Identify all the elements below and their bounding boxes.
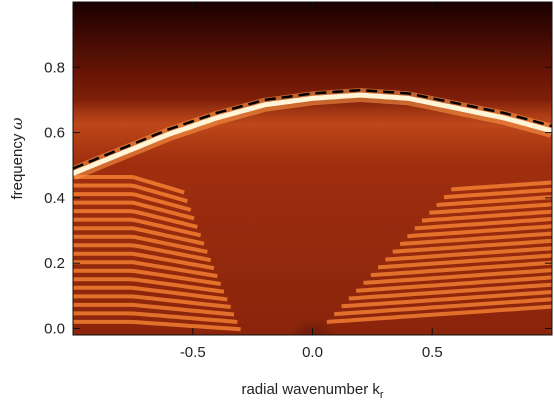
y-tick-label: 0.8 — [44, 59, 65, 76]
x-tick-label: -0.5 — [180, 344, 206, 361]
mode-stripe-left — [73, 302, 235, 317]
mode-stripe-right — [355, 275, 552, 293]
mode-stripe-right — [407, 224, 552, 239]
mode-stripe-left — [73, 234, 208, 254]
y-tick-label: 0.6 — [44, 125, 65, 142]
mode-stripe-left — [73, 251, 215, 271]
mode-stripe-right — [334, 297, 552, 317]
mode-stripe-left — [73, 294, 231, 309]
x-axis-label: radial wavenumber kr — [241, 381, 383, 401]
mode-stripe-right — [392, 238, 552, 254]
mode-stripe-right — [414, 217, 552, 231]
mode-stripe-left — [73, 311, 238, 324]
mode-stripe-right — [326, 304, 552, 324]
mode-stripe-right — [451, 180, 552, 192]
y-tick-label: 0.2 — [44, 255, 65, 272]
mode-stripe-right — [363, 268, 552, 285]
heatmap-plot — [73, 2, 552, 335]
mode-stripe-left — [73, 200, 195, 221]
dispersion-curve — [73, 88, 552, 170]
mode-stripe-right — [429, 202, 552, 215]
y-tick-label: 0.4 — [44, 190, 65, 207]
origin-notch — [283, 269, 342, 335]
mode-stripe-left — [73, 226, 205, 246]
mode-stripe-left — [73, 209, 198, 229]
mode-stripe-left — [73, 277, 225, 294]
mode-stripe-right — [370, 260, 552, 278]
mode-stripe-left — [73, 175, 185, 195]
x-tick-label: 0.0 — [302, 344, 323, 361]
heatmap-body — [73, 2, 552, 335]
mode-stripe-right — [421, 209, 552, 223]
mode-stripe-right — [399, 231, 552, 246]
x-tick-label: 0.5 — [422, 344, 443, 361]
mode-stripe-left — [73, 217, 202, 238]
mode-stripe-left — [73, 319, 241, 332]
mode-stripe-left — [73, 268, 222, 286]
mode-stripe-right — [443, 187, 552, 200]
mode-stripe-left — [73, 192, 192, 212]
y-tick-label: 0.0 — [44, 320, 65, 337]
mode-stripe-left — [73, 183, 188, 204]
axes: -0.5 0.0 0.5 0.0 0.2 0.4 0.6 0.8 — [44, 1, 553, 361]
mode-stripe-right — [377, 253, 552, 270]
ridge-core — [73, 92, 552, 176]
mode-stripe-left — [73, 243, 212, 263]
mode-stripe-right — [436, 195, 552, 207]
mode-stripe-left — [73, 260, 218, 279]
mode-stripe-right — [385, 246, 552, 262]
mode-stripe-right — [348, 282, 552, 301]
mode-stripe-left — [73, 285, 228, 302]
y-axis-label: frequencyω — [8, 117, 26, 199]
mode-stripe-right — [341, 290, 552, 309]
